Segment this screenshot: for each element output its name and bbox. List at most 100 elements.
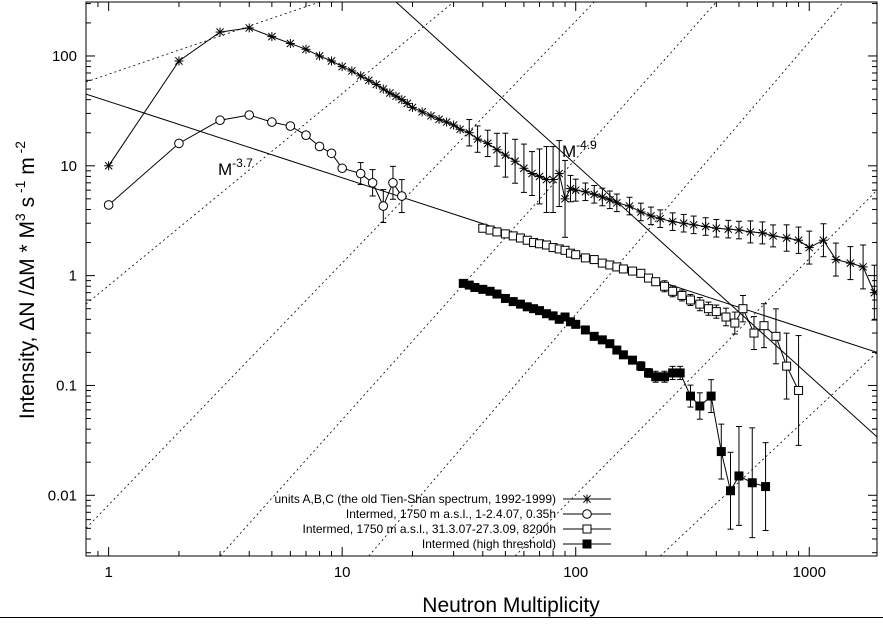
series-1-point-12 bbox=[378, 201, 389, 211]
series-3-point-32 bbox=[695, 401, 705, 411]
series-1-point-9 bbox=[337, 163, 347, 174]
series-1-point-10 bbox=[355, 168, 366, 179]
series-0 bbox=[104, 23, 877, 321]
series-0-point-26 bbox=[464, 128, 474, 138]
series-2-point-2 bbox=[492, 227, 502, 237]
plot-area-frame bbox=[85, 1, 878, 557]
series-0-point-0 bbox=[104, 161, 114, 171]
series-0-point-55 bbox=[723, 224, 733, 234]
series-2-point-29 bbox=[695, 299, 705, 309]
series-0-point-47 bbox=[636, 207, 646, 217]
series-0-point-28 bbox=[483, 138, 493, 148]
series-2-point-27 bbox=[677, 290, 687, 300]
series-2-point-0 bbox=[478, 223, 488, 233]
series-0-point-10 bbox=[347, 66, 357, 76]
y-tick-label-2: 1 bbox=[69, 268, 77, 285]
series-3-point-36 bbox=[734, 471, 744, 481]
series-0-point-57 bbox=[745, 227, 755, 237]
series-2-point-25 bbox=[660, 281, 670, 291]
guide-line-6 bbox=[659, 352, 877, 556]
series-3-point-21 bbox=[605, 339, 615, 349]
series-0-point-43 bbox=[597, 192, 607, 202]
series-1-point-4 bbox=[267, 117, 277, 127]
series-0-point-39 bbox=[566, 184, 576, 194]
y-axis-title: Intensity, ΔN /ΔM * M3 s -1 m -2 bbox=[12, 141, 39, 419]
series-1-point-2 bbox=[215, 115, 225, 126]
series-3-point-34 bbox=[716, 447, 726, 457]
x-axis-title: Neutron Multiplicity bbox=[422, 594, 600, 617]
series-0-point-45 bbox=[612, 198, 622, 208]
series-1-point-6 bbox=[301, 130, 311, 140]
series-1-point-5 bbox=[285, 121, 296, 131]
series-0-point-53 bbox=[701, 222, 711, 232]
series-1-point-13 bbox=[388, 178, 398, 188]
series-0-point-63 bbox=[818, 235, 828, 245]
series-0-point-5 bbox=[285, 38, 295, 48]
series-3-point-27 bbox=[651, 372, 661, 382]
x-tick-label-1: 10 bbox=[334, 564, 351, 581]
series-0-point-29 bbox=[492, 145, 502, 155]
guide-line-4 bbox=[368, 2, 844, 556]
guide-line-3 bbox=[219, 2, 717, 556]
series-0-point-22 bbox=[434, 114, 444, 124]
series-0-point-31 bbox=[510, 156, 520, 166]
series-2-point-39 bbox=[794, 385, 804, 395]
series-0-point-56 bbox=[734, 225, 744, 235]
series-0-point-32 bbox=[519, 163, 529, 173]
series-0-point-49 bbox=[655, 214, 665, 224]
series-0-point-44 bbox=[605, 195, 615, 205]
series-0-point-24 bbox=[449, 120, 459, 130]
series-2-point-38 bbox=[782, 361, 792, 371]
series-0-point-36 bbox=[548, 175, 558, 185]
series-0-point-18 bbox=[402, 98, 412, 108]
legend-sample-marker-1 bbox=[582, 509, 592, 519]
series-0-point-50 bbox=[668, 217, 678, 227]
series-3-point-31 bbox=[685, 391, 695, 401]
series-1-point-1 bbox=[174, 138, 184, 149]
series-0-point-64 bbox=[831, 255, 841, 265]
series-2-point-20 bbox=[618, 264, 628, 274]
series-2 bbox=[478, 223, 804, 446]
guide-line-1 bbox=[86, 2, 454, 305]
series-2-point-17 bbox=[597, 258, 607, 268]
reference-line-label-0: M-3.7 bbox=[218, 156, 253, 179]
series-0-point-52 bbox=[689, 220, 699, 230]
series-1-point-7 bbox=[314, 141, 325, 152]
series-0-point-65 bbox=[845, 258, 855, 268]
series-0-point-21 bbox=[426, 111, 436, 121]
series-3 bbox=[458, 278, 771, 539]
series-2-point-32 bbox=[721, 312, 731, 322]
series-3-point-2 bbox=[470, 282, 480, 292]
legend-label-1: Intermed, 1750 m a.s.l., 1-2.4.07, 0.35h bbox=[346, 507, 556, 521]
series-0-point-11 bbox=[356, 71, 366, 81]
series-0-point-4 bbox=[267, 32, 277, 42]
series-2-point-24 bbox=[651, 277, 661, 287]
series-0-point-33 bbox=[527, 169, 537, 179]
legend-sample-marker-0 bbox=[582, 494, 592, 504]
series-0-point-13 bbox=[371, 79, 381, 89]
y-tick-label-4: 100 bbox=[52, 48, 77, 65]
series-0-point-8 bbox=[326, 56, 336, 66]
series-0-point-46 bbox=[625, 201, 635, 211]
series-0-point-59 bbox=[768, 231, 778, 241]
series-0-point-58 bbox=[757, 228, 767, 238]
series-0-point-66 bbox=[858, 262, 868, 272]
series-3-point-22 bbox=[612, 345, 622, 355]
series-2-point-37 bbox=[771, 331, 781, 341]
guide-line-2 bbox=[86, 2, 595, 529]
series-2-point-34 bbox=[738, 304, 748, 314]
series-3-point-20 bbox=[597, 335, 607, 345]
series-0-point-9 bbox=[337, 62, 347, 72]
series-0-point-30 bbox=[500, 150, 510, 160]
series-3-point-19 bbox=[589, 331, 599, 341]
series-0-point-41 bbox=[580, 187, 590, 197]
series-1-point-3 bbox=[244, 110, 255, 120]
series-0-point-25 bbox=[455, 124, 465, 134]
series-3-point-23 bbox=[618, 350, 628, 360]
series-0-point-12 bbox=[364, 75, 374, 85]
legend-label-3: Intermed (high threshold) bbox=[422, 537, 556, 551]
series-0-point-2 bbox=[215, 27, 225, 37]
x-tick-label-2: 100 bbox=[563, 564, 588, 581]
